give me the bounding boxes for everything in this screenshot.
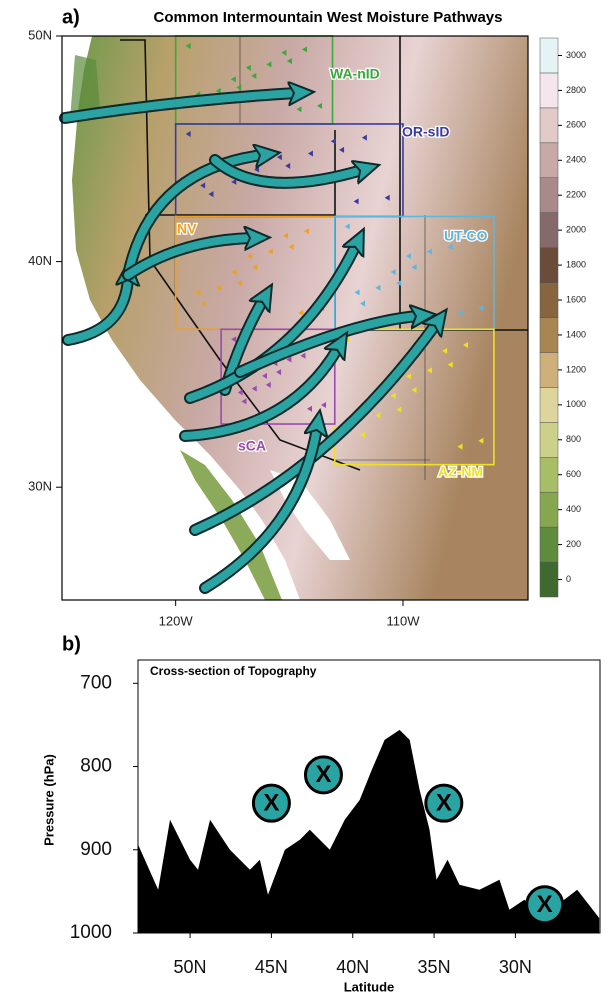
colorbar-tick-label: 2600 bbox=[566, 120, 586, 130]
y-tick-label: 900 bbox=[80, 839, 112, 860]
x-tick-label: 110W bbox=[386, 613, 420, 628]
colorbar-box bbox=[540, 143, 558, 178]
colorbar-box bbox=[540, 457, 558, 492]
x-marker-label: X bbox=[315, 761, 331, 788]
colorbar-box bbox=[540, 352, 558, 387]
colorbar-tick-label: 400 bbox=[566, 504, 581, 514]
region-label: WA-nID bbox=[330, 66, 380, 82]
x-tick-label: 50N bbox=[174, 957, 207, 977]
colorbar: 0 200 400 600 800 1000 1200 1400 1600 1800 2000 220… bbox=[540, 38, 586, 597]
colorbar-box bbox=[540, 527, 558, 562]
region-label: NV bbox=[177, 221, 197, 237]
colorbar-box bbox=[540, 318, 558, 353]
colorbar-tick-label: 2800 bbox=[566, 85, 586, 95]
colorbar-tick-label: 200 bbox=[566, 539, 581, 549]
y-tick-label: 1000 bbox=[70, 922, 112, 943]
colorbar-tick-label: 1000 bbox=[566, 399, 586, 409]
x-tick-label: 35N bbox=[418, 957, 451, 977]
colorbar-box bbox=[540, 387, 558, 422]
colorbar-tick-label: 1600 bbox=[566, 294, 586, 304]
colorbar-tick-label: 600 bbox=[566, 469, 581, 479]
colorbar-box bbox=[540, 178, 558, 213]
x-tick-label: 30N bbox=[499, 957, 532, 977]
colorbar-box bbox=[540, 73, 558, 108]
region-label: sCA bbox=[238, 438, 266, 454]
colorbar-box bbox=[540, 108, 558, 143]
panel-label: b) bbox=[62, 633, 81, 655]
colorbar-box bbox=[540, 492, 558, 527]
x-tick-label: 45N bbox=[255, 957, 288, 977]
y-tick-label: 800 bbox=[80, 756, 112, 777]
page: a) Common Intermountain West Moisture Pa… bbox=[0, 0, 615, 996]
colorbar-box bbox=[540, 422, 558, 457]
colorbar-box bbox=[540, 283, 558, 318]
region-label: OR-sID bbox=[402, 124, 449, 140]
y-tick-label: 700 bbox=[80, 672, 112, 693]
colorbar-box bbox=[540, 562, 558, 597]
colorbar-box bbox=[540, 248, 558, 283]
colorbar-tick-label: 800 bbox=[566, 434, 581, 444]
chart-title: Common Intermountain West Moisture Pathw… bbox=[154, 9, 503, 26]
colorbar-tick-label: 2200 bbox=[566, 190, 586, 200]
colorbar-tick-label: 1800 bbox=[566, 259, 586, 269]
colorbar-tick-label: 1400 bbox=[566, 329, 586, 339]
x-marker-label: X bbox=[263, 790, 279, 817]
map: WA-nID OR-sID NV UT-CO AZ-NM sCA bbox=[62, 36, 528, 600]
y-tick-label: 50N bbox=[28, 27, 52, 42]
x-tick-label: 40N bbox=[336, 957, 369, 977]
x-marker-label: X bbox=[436, 790, 452, 817]
figure: a) Common Intermountain West Moisture Pa… bbox=[0, 0, 615, 996]
x-marker-label: X bbox=[537, 891, 553, 918]
region-label: UT-CO bbox=[444, 228, 488, 244]
x-axis-label: Latitude bbox=[344, 979, 395, 994]
panel-title: Cross-section of Topography bbox=[150, 664, 317, 678]
y-tick-label: 40N bbox=[28, 253, 52, 268]
colorbar-box bbox=[540, 213, 558, 248]
colorbar-tick-label: 2000 bbox=[566, 225, 586, 235]
x-tick-label: 120W bbox=[159, 613, 194, 628]
y-axis-label: Pressure (hPa) bbox=[41, 754, 56, 846]
panel-label: a) bbox=[62, 6, 80, 28]
region-label: AZ-NM bbox=[438, 464, 483, 480]
colorbar-box bbox=[540, 38, 558, 73]
cross-section: Cross-section of Topography 700 800 900 1000… bbox=[70, 660, 600, 977]
colorbar-tick-label: 1200 bbox=[566, 364, 586, 374]
colorbar-tick-label: 3000 bbox=[566, 50, 586, 60]
colorbar-tick-label: 2400 bbox=[566, 155, 586, 165]
colorbar-tick-label: 0 bbox=[566, 574, 571, 584]
y-tick-label: 30N bbox=[28, 479, 52, 494]
